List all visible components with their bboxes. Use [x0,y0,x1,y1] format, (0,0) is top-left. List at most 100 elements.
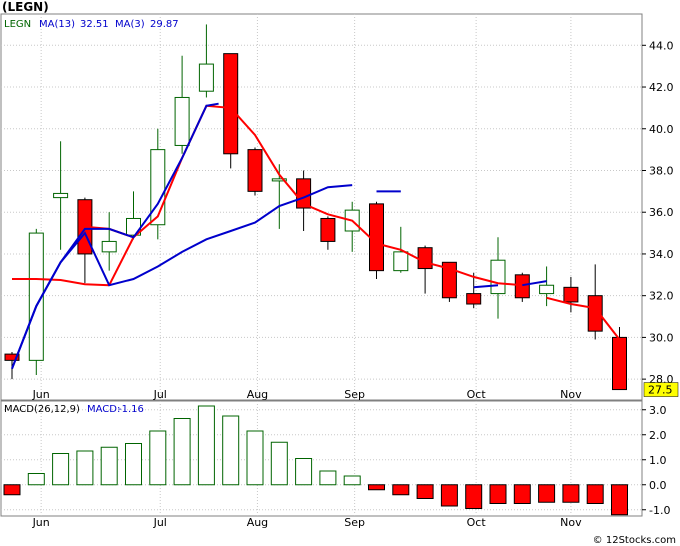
candle [612,326,627,391]
macd-month-label: Sep [344,516,365,529]
macd-tick-label: 3.0 [649,404,667,417]
candle [563,276,579,313]
macd-bar [197,405,215,486]
candle-body [417,247,433,270]
price-tick-label: 34.0 [649,248,674,261]
candle-body [514,274,530,299]
price-tick-label: 44.0 [649,39,674,52]
macd-panel: -1.0 0.0 1.0 2.0 3.0 MACD(26,12,9) MACD:-1.16 [0,400,670,517]
ma3-line [473,284,499,289]
price-month-label: Aug [247,388,268,401]
candle-body [369,203,384,272]
candle [198,24,214,98]
candle [223,53,239,169]
candle [514,272,530,302]
macd-tick-label: 0.0 [649,479,667,492]
macd-legend-value: -1.16 [118,404,144,415]
ma13-line [546,296,621,341]
price-tick-label: 30.0 [649,331,674,344]
legend-ma3-label: MA(3) [115,19,145,30]
price-tick-label: 32.0 [649,290,674,303]
candle-body [223,53,239,155]
candle-body [198,63,214,92]
candle-body [441,261,457,299]
candle [101,212,117,271]
candle-body [150,149,166,226]
price-month-label: Oct [467,388,487,401]
macd-month-label: Jul [153,516,167,529]
candle [247,147,263,196]
candle-body [4,353,20,361]
candle-body [53,192,69,199]
macd-bar [489,484,507,504]
candle-body [247,149,263,192]
ma3-line [11,102,219,370]
macd-month-label: Jun [32,516,50,529]
ma13-line [84,104,523,287]
macd-tick-label: 1.0 [649,454,667,467]
legend-ma13-value: 32.51 [80,19,109,30]
price-month-label: Jul [153,388,167,401]
candle-body [271,178,287,182]
macd-tick-label: 2.0 [649,429,667,442]
candle [53,141,69,250]
candle [369,201,384,279]
candle [320,216,336,250]
candle [174,55,190,154]
price-month-label: Sep [344,388,365,401]
candle-body [393,251,409,272]
macd-bar [125,443,142,486]
candle [28,228,44,375]
price-month-label: Jun [32,388,50,401]
price-month-label: Nov [560,388,582,401]
candle-body [490,259,506,295]
candle [539,266,555,307]
candle-body [320,217,336,242]
candle-body [28,232,44,361]
candle [587,264,603,340]
macd-month-label: Oct [467,516,487,529]
legend-ma3-value: 29.87 [150,19,179,30]
last-price-tag [643,382,679,397]
macd-bar [416,484,434,499]
candle [4,352,20,380]
macd-bar [586,484,604,504]
macd-bar [343,475,361,486]
macd-bar [222,415,240,486]
candle-body [174,96,190,146]
macd-bar [246,430,264,486]
macd-legend-value-label: MACD: [87,404,120,415]
macd-bar [100,446,118,486]
macd-bar [465,484,483,509]
candle-body [539,284,555,295]
macd-bar [149,430,167,486]
page-title: (LEGN) [2,0,49,14]
macd-tick-label: -1.0 [649,504,670,517]
last-price-label: 27.5 [648,384,673,397]
macd-bar [319,470,337,486]
macd-bar [76,450,94,486]
macd-bar [562,484,580,503]
macd-bar [538,484,556,503]
macd-bar [392,484,410,496]
macd-bar [611,484,628,516]
candle-body [587,295,603,332]
macd-month-label: Nov [560,516,582,529]
candle-body [612,336,627,391]
ma13-line [108,236,135,286]
credit-text: © 12Stocks.com [592,535,676,546]
price-tick-label: 36.0 [649,206,674,219]
ma3-line [522,280,547,287]
ma13-line [12,278,110,287]
macd-bar [173,418,191,486]
price-tick-label: 42.0 [649,81,674,94]
candle [466,272,482,309]
price-frame [0,13,643,401]
price-tick-label: 38.0 [649,164,674,177]
macd-bar [27,473,45,486]
macd-bar [513,484,531,504]
macd-bar [3,484,21,496]
macd-legend-label: MACD(26,12,9) [4,404,80,415]
candle [393,226,409,273]
legend-ticker: LEGN [4,19,31,30]
